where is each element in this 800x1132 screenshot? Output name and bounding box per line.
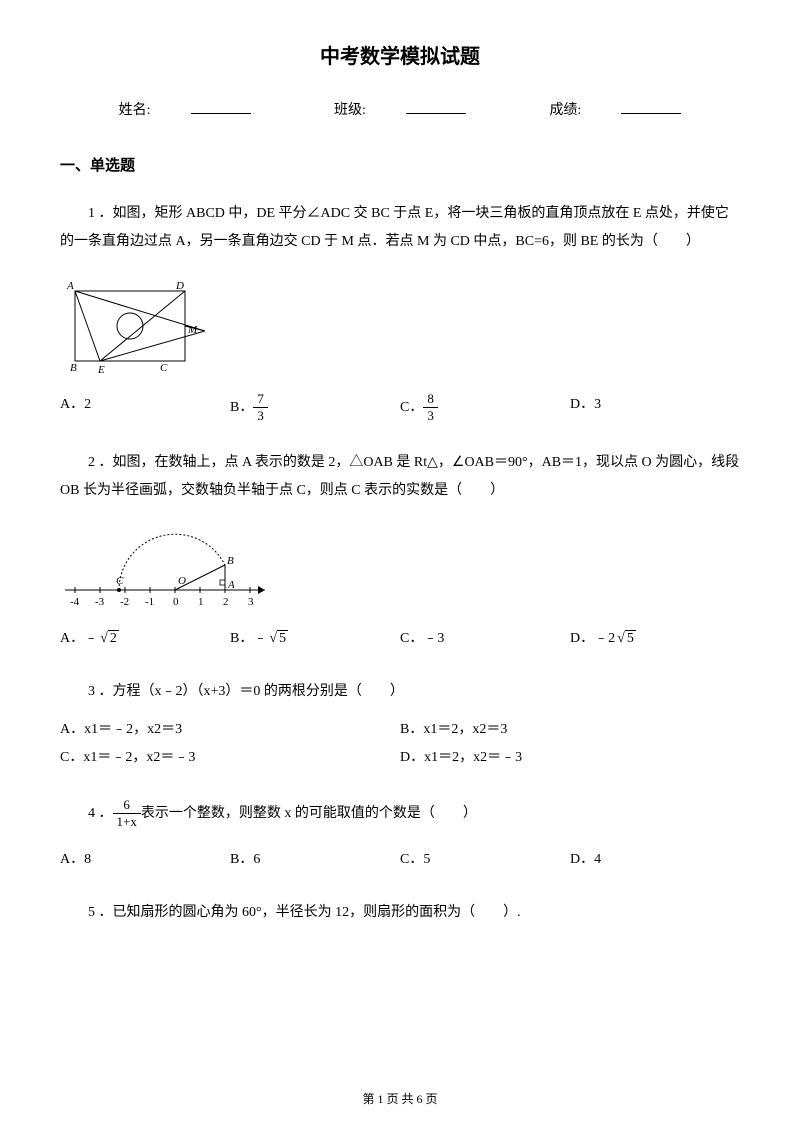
- section-heading: 一、单选题: [60, 154, 740, 175]
- svg-text:D: D: [175, 280, 184, 292]
- question-1: 1 ．如图，矩形 ABCD 中，DE 平分∠ADC 交 BC 于点 E，将一块三…: [60, 200, 740, 424]
- question-4-options: A．8 B．6 C．5 D．4: [60, 846, 740, 874]
- q2-option-d: D．﹣25: [570, 625, 740, 653]
- q4-option-b: B．6: [230, 846, 400, 874]
- student-fields: 姓名: 班级: 成绩:: [60, 99, 740, 119]
- q2-option-a: A．﹣2: [60, 625, 230, 653]
- svg-text:C: C: [116, 575, 124, 587]
- question-1-figure: A B C D E M: [60, 271, 740, 376]
- q2-option-c: C．﹣3: [400, 625, 570, 653]
- svg-text:M: M: [187, 324, 198, 336]
- question-2-text: 2 ．如图，在数轴上，点 A 表示的数是 2，△OAB 是 Rt△，∠OAB＝9…: [60, 449, 740, 505]
- question-3-text: 3 ．方程（x﹣2）（x+3）＝0 的两根分别是（ ）: [60, 678, 740, 706]
- svg-text:-3: -3: [95, 596, 105, 608]
- svg-text:-1: -1: [145, 596, 154, 608]
- svg-text:A: A: [66, 280, 74, 292]
- question-1-text: 1 ．如图，矩形 ABCD 中，DE 平分∠ADC 交 BC 于点 E，将一块三…: [60, 200, 740, 256]
- svg-text:B: B: [70, 362, 77, 374]
- svg-text:A: A: [227, 579, 235, 591]
- svg-text:0: 0: [173, 596, 179, 608]
- score-field: 成绩:: [529, 103, 701, 118]
- q4-option-a: A．8: [60, 846, 230, 874]
- q2-option-b: B．﹣5: [230, 625, 400, 653]
- svg-text:3: 3: [248, 596, 254, 608]
- q3-option-c: C．x1＝﹣2，x2＝﹣3: [60, 744, 400, 772]
- q4-option-d: D．4: [570, 846, 740, 874]
- question-4-text: 4 ．61+x表示一个整数，则整数 x 的可能取值的个数是（ ）: [60, 797, 740, 830]
- question-4: 4 ．61+x表示一个整数，则整数 x 的可能取值的个数是（ ） A．8 B．6…: [60, 797, 740, 873]
- svg-text:2: 2: [223, 596, 229, 608]
- question-2-figure: -4 -3 -2 -1 0 1 2 3 C O A B: [60, 520, 740, 610]
- question-5: 5 ．已知扇形的圆心角为 60°，半径长为 12，则扇形的面积为（ ）.: [60, 899, 740, 927]
- svg-text:B: B: [227, 555, 234, 567]
- svg-text:1: 1: [198, 596, 204, 608]
- svg-text:C: C: [160, 362, 168, 374]
- svg-text:-2: -2: [120, 596, 129, 608]
- q1-option-c: C．83: [400, 391, 570, 424]
- question-3-options: A．x1＝﹣2，x2＝3 B．x1＝2，x2＝3 C．x1＝﹣2，x2＝﹣3 D…: [60, 716, 740, 772]
- q4-option-c: C．5: [400, 846, 570, 874]
- class-field: 班级:: [314, 103, 486, 118]
- question-2-options: A．﹣2 B．﹣5 C．﹣3 D．﹣25: [60, 625, 740, 653]
- question-5-text: 5 ．已知扇形的圆心角为 60°，半径长为 12，则扇形的面积为（ ）.: [60, 899, 740, 927]
- name-field: 姓名:: [99, 103, 271, 118]
- svg-text:-4: -4: [70, 596, 80, 608]
- question-3: 3 ．方程（x﹣2）（x+3）＝0 的两根分别是（ ） A．x1＝﹣2，x2＝3…: [60, 678, 740, 772]
- page-title: 中考数学模拟试题: [60, 40, 740, 69]
- q3-option-d: D．x1＝2，x2＝﹣3: [400, 744, 740, 772]
- q1-option-d: D．3: [570, 391, 740, 424]
- question-1-options: A．2 B．73 C．83 D．3: [60, 391, 740, 424]
- q1-option-b: B．73: [230, 391, 400, 424]
- svg-text:O: O: [178, 575, 186, 587]
- q1-option-a: A．2: [60, 391, 230, 424]
- q3-option-a: A．x1＝﹣2，x2＝3: [60, 716, 400, 744]
- question-2: 2 ．如图，在数轴上，点 A 表示的数是 2，△OAB 是 Rt△，∠OAB＝9…: [60, 449, 740, 653]
- page-footer: 第 1 页 共 6 页: [0, 1090, 800, 1107]
- q3-option-b: B．x1＝2，x2＝3: [400, 716, 740, 744]
- svg-text:E: E: [97, 364, 105, 376]
